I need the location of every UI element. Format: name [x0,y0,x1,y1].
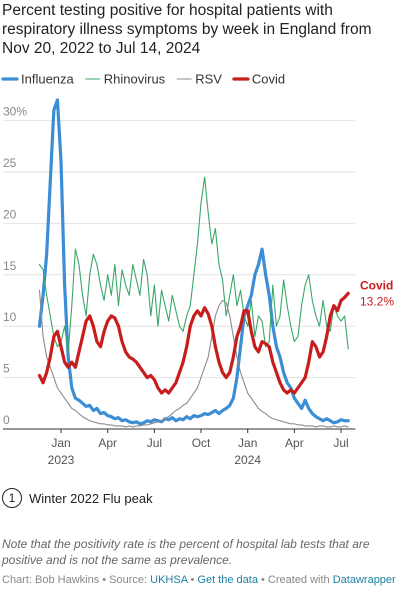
footer: Chart: Bob Hawkins • Source: UKHSA • Get… [2,573,402,588]
footer-text: • Created with [257,574,333,586]
datawrapper-link[interactable]: Datawrapper [332,574,396,586]
x-tick-label: Jan 2024 [234,436,261,467]
x-tick-label-line: 2024 [234,453,261,467]
x-tick-label: Apr [285,436,304,450]
x-tick-label: Oct [192,436,211,450]
annotation-marker: 1 [2,488,22,508]
x-tick-label: Jul [333,436,348,450]
x-tick-label: Apr [98,436,117,450]
y-tick-label: 25 [3,156,17,170]
x-tick-label: Jan 2023 [48,436,75,467]
footer-text: Chart: Bob Hawkins • Source: [2,574,151,586]
x-tick-label-line: Jan [51,436,70,450]
y-tick-label: 0 [3,413,10,427]
series-line [37,98,350,426]
series-end-name: Covid [360,278,393,292]
footer-text: • [187,574,198,586]
value-label: 13.2% [360,294,394,308]
legend-label: Influenza [21,72,75,87]
y-tick-label: 5 [3,362,10,376]
chart-title: Percent testing positive for hospital pa… [2,2,372,57]
legend-label: Rhinovirus [104,72,166,87]
data-link[interactable]: Get the data [197,574,258,586]
annotation: 1 Winter 2022 Flu peak [2,488,153,508]
chart: 0 5 10 15 20 25 30% Jan 2023 Apr Jul Oct Jan 2024 Apr J… [1,72,394,467]
y-tick-label: 10 [3,310,17,324]
legend-label: Covid [252,72,285,87]
y-tick-label: 15 [3,259,17,273]
legend-label: RSV [195,72,222,87]
series-line [38,289,349,428]
source-link[interactable]: UKHSA [150,574,188,586]
series-line [38,176,349,353]
annotation-text: Winter 2022 Flu peak [29,490,153,506]
x-tick-label-line: 2023 [48,453,75,467]
x-tick-label-line: Jan [238,436,257,450]
series-line [37,291,350,395]
y-tick-label: 30% [3,105,27,119]
y-tick-label: 20 [3,207,17,221]
note: Note that the positivity rate is the per… [2,537,370,567]
x-tick-label: Jul [147,436,162,450]
